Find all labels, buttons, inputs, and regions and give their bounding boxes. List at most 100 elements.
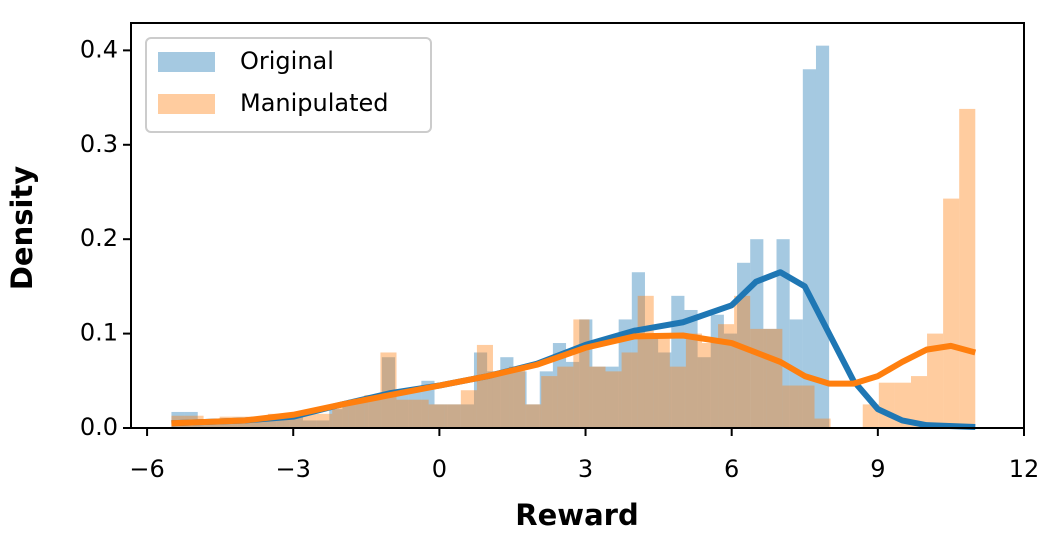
histogram-bar bbox=[460, 390, 477, 428]
histogram-bar bbox=[250, 420, 264, 428]
y-tick-label: 0.2 bbox=[80, 224, 118, 252]
legend-swatch bbox=[158, 94, 215, 114]
histogram-bar bbox=[552, 343, 567, 428]
histogram-bar bbox=[776, 239, 790, 428]
histogram-bar bbox=[289, 416, 303, 428]
y-tick-label: 0.4 bbox=[80, 35, 118, 63]
histogram-bar bbox=[750, 328, 767, 428]
histogram-bar bbox=[316, 413, 333, 428]
legend-frame bbox=[145, 37, 432, 133]
histogram-bar bbox=[224, 420, 238, 428]
histogram-bar bbox=[734, 295, 751, 428]
histogram-bar bbox=[355, 399, 369, 428]
histogram-bar bbox=[653, 333, 670, 428]
x-tick-label: 0 bbox=[432, 455, 447, 483]
histogram-bar bbox=[878, 382, 895, 428]
histogram-bar bbox=[621, 352, 638, 428]
x-tick-label: −3 bbox=[276, 455, 311, 483]
histogram-bar bbox=[329, 409, 343, 428]
x-tick-label: 3 bbox=[578, 455, 593, 483]
histogram-bar bbox=[658, 352, 672, 428]
histogram-bar bbox=[263, 420, 277, 428]
histogram-bar bbox=[364, 394, 381, 428]
histogram-bar bbox=[395, 390, 409, 428]
histogram-bar bbox=[815, 45, 830, 428]
histogram-bar bbox=[251, 416, 268, 428]
histogram-bar bbox=[525, 404, 542, 428]
legend: Original Manipulated bbox=[145, 37, 432, 133]
plot-frame bbox=[130, 22, 1025, 429]
x-tick-label: −6 bbox=[129, 455, 164, 483]
histogram-bar bbox=[332, 404, 349, 428]
histogram-bar bbox=[723, 333, 738, 428]
histogram-bar bbox=[798, 385, 815, 428]
histogram-bar bbox=[605, 371, 622, 428]
histogram-bar bbox=[428, 404, 445, 428]
histogram-bar bbox=[526, 404, 540, 428]
histogram-bar bbox=[927, 333, 944, 428]
histogram-bar bbox=[685, 333, 702, 428]
histogram-bar bbox=[473, 352, 488, 428]
x-axis-label: Reward bbox=[515, 498, 638, 532]
histogram-bar bbox=[380, 352, 397, 428]
y-tick-label: 0.1 bbox=[80, 319, 118, 347]
histogram-bar bbox=[766, 328, 783, 428]
histogram-bar bbox=[444, 404, 461, 428]
x-tick-label: 12 bbox=[1009, 455, 1040, 483]
histogram-bar bbox=[509, 366, 526, 428]
histogram-bar bbox=[348, 399, 365, 428]
histogram-bar bbox=[910, 376, 928, 428]
histogram-bar bbox=[566, 361, 580, 428]
histogram-bar bbox=[718, 324, 735, 428]
histogram-bar bbox=[513, 371, 527, 428]
histogram-bar bbox=[276, 416, 290, 428]
histogram-bar bbox=[316, 420, 330, 428]
histogram-bar bbox=[943, 198, 960, 428]
histogram-bar bbox=[669, 366, 686, 428]
histogram-bar bbox=[697, 357, 711, 428]
histogram-bar bbox=[557, 366, 574, 428]
histogram-bar bbox=[396, 399, 413, 428]
density-line bbox=[171, 332, 977, 427]
histogram-bar bbox=[460, 404, 474, 428]
histogram-bar bbox=[302, 420, 317, 428]
histogram-bar bbox=[300, 413, 317, 428]
x-tick-label: 6 bbox=[724, 455, 739, 483]
histogram-bar bbox=[701, 343, 719, 428]
histogram-bar bbox=[368, 394, 382, 428]
histogram-bar bbox=[421, 380, 435, 428]
histogram-bar bbox=[541, 376, 558, 428]
y-tick-label: 0.0 bbox=[80, 413, 118, 441]
legend-label: Manipulated bbox=[240, 89, 389, 117]
histogram-bar bbox=[237, 420, 251, 428]
histogram-bar bbox=[412, 399, 429, 428]
histogram-bar bbox=[342, 404, 356, 428]
histogram-bar bbox=[814, 418, 831, 428]
histogram-bar bbox=[618, 319, 632, 428]
histogram-bar bbox=[492, 371, 510, 428]
histogram-bar bbox=[802, 69, 816, 429]
legend-label: Original bbox=[240, 47, 334, 75]
histogram-bar bbox=[605, 366, 619, 428]
legend-swatch bbox=[158, 52, 215, 72]
histogram-bar bbox=[408, 390, 422, 428]
y-tick-label: 0.3 bbox=[80, 130, 118, 158]
histogram-bar bbox=[589, 366, 606, 428]
histogram-bar bbox=[573, 319, 590, 428]
histogram-bar bbox=[434, 404, 448, 428]
histogram-bar bbox=[637, 295, 654, 428]
histogram-bar bbox=[671, 295, 685, 428]
histogram-bar bbox=[862, 404, 879, 428]
histogram-bar bbox=[959, 108, 976, 428]
histogram-bar bbox=[592, 366, 606, 428]
histogram-bar bbox=[476, 344, 493, 428]
histogram-bar bbox=[631, 272, 645, 428]
histogram-bar bbox=[447, 404, 461, 428]
x-tick-label: 9 bbox=[870, 455, 885, 483]
histogram-bar bbox=[487, 371, 501, 428]
histogram-bar bbox=[644, 333, 659, 428]
y-axis-label: Density bbox=[5, 166, 39, 290]
histogram-bar bbox=[539, 371, 553, 428]
histogram-bar bbox=[782, 385, 799, 428]
